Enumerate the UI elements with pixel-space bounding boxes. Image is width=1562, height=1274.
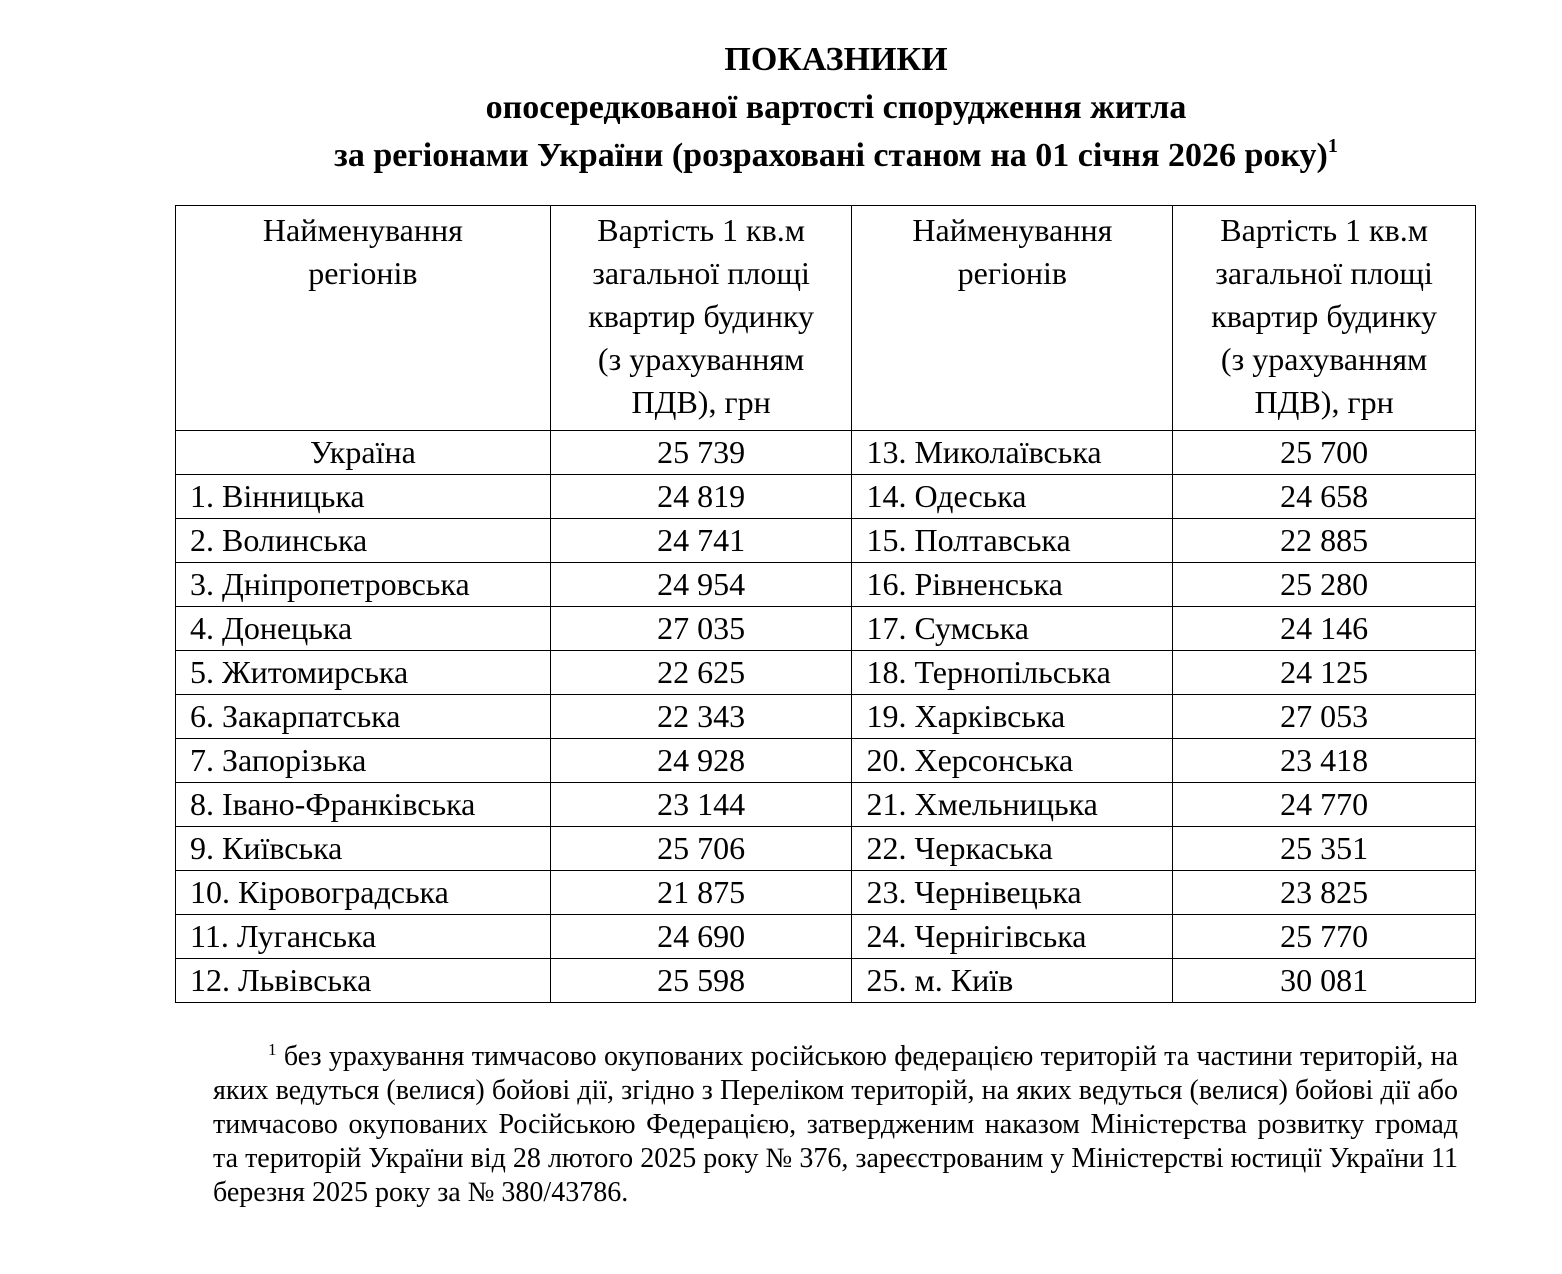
header-line: Вартість 1 кв.м [1220,212,1428,248]
cost-cell: 27 053 [1172,694,1476,739]
region-cell: 5. Житомирська [175,650,551,695]
title-line: ПОКАЗНИКИ [724,41,948,78]
header-line: ПДВ), грн [1254,384,1394,420]
header-cell: Вартість 1 кв.м загальної площі квартир бу… [1172,205,1476,431]
region-cell: 17. Сумська [851,606,1174,651]
cost-cell: 25 739 [549,430,853,475]
header-line: Найменування [912,212,1113,248]
cost-cell: 24 690 [549,914,853,959]
cost-cell: 30 081 [1172,958,1476,1003]
region-cell: 12. Львівська [175,958,551,1003]
region-cell: 22. Черкаська [851,826,1174,871]
table-row: 1. Вінницька 24 819 14. Одеська 24 658 [175,474,1476,519]
table-row: Україна 25 739 13. Миколаївська 25 700 [175,430,1476,475]
region-cell: 8. Івано-Франківська [175,782,551,827]
cost-cell: 22 885 [1172,518,1476,563]
header-line: загальної площі [1215,255,1433,291]
cost-cell: 25 706 [549,826,853,871]
cost-cell: 24 741 [549,518,853,563]
header-cell: Найменування регіонів [851,205,1174,431]
header-line: ПДВ), грн [631,384,771,420]
title-line: за регіонами України (розраховані станом… [0,132,1562,180]
cost-cell: 22 625 [549,650,853,695]
table: Найменування регіонів Вартість 1 кв.м загал… [175,205,1476,1003]
title-superscript: 1 [1327,135,1338,157]
cost-cell: 21 875 [549,870,853,915]
table-row: 4. Донецька 27 035 17. Сумська 24 146 [175,606,1476,651]
footnote: 1 без урахування тимчасово окупованих ро… [213,1040,1458,1210]
footnote-text: без урахування тимчасово окупованих росі… [213,1041,1458,1208]
header-line: Найменування [262,212,463,248]
region-cell: 14. Одеська [851,474,1174,519]
region-cell: 10. Кіровоградська [175,870,551,915]
region-cell: Україна [175,430,551,475]
header-line: квартир будинку [588,298,814,334]
footnote-marker: 1 [268,1040,277,1059]
cost-cell: 23 144 [549,782,853,827]
cost-cell: 23 418 [1172,738,1476,783]
table-row: 5. Житомирська 22 625 18. Тернопільська 24 … [175,650,1476,695]
header-line: квартир будинку [1211,298,1437,334]
header-line: (з урахуванням [597,341,805,377]
region-cell: 18. Тернопільська [851,650,1174,695]
region-cell: 23. Чернівецька [851,870,1174,915]
region-cell: 21. Хмельницька [851,782,1174,827]
header-line: загальної площі [592,255,810,291]
title: ПОКАЗНИКИ опосередкованої вартості спору… [0,36,1562,180]
cost-cell: 24 770 [1172,782,1476,827]
cost-cell: 24 658 [1172,474,1476,519]
cost-cell: 22 343 [549,694,853,739]
header-cell: Найменування регіонів [175,205,551,431]
cost-cell: 27 035 [549,606,853,651]
header-line: (з урахуванням [1220,341,1428,377]
table-body: Україна 25 739 13. Миколаївська 25 700 1. Ві… [175,430,1476,1003]
region-cell: 4. Донецька [175,606,551,651]
table-row: 7. Запорізька 24 928 20. Херсонська 23 418 [175,738,1476,783]
region-cell: 13. Миколаївська [851,430,1174,475]
cost-cell: 24 819 [549,474,853,519]
region-cell: 1. Вінницька [175,474,551,519]
region-cell: 3. Дніпропетровська [175,562,551,607]
region-cell: 11. Луганська [175,914,551,959]
cost-cell: 25 598 [549,958,853,1003]
table-row: 9. Київська 25 706 22. Черкаська 25 351 [175,826,1476,871]
table-row: 6. Закарпатська 22 343 19. Харківська 27 05… [175,694,1476,739]
region-cell: 6. Закарпатська [175,694,551,739]
region-cell: 9. Київська [175,826,551,871]
cost-cell: 24 928 [549,738,853,783]
region-cell: 20. Херсонська [851,738,1174,783]
title-line: опосередкованої вартості спорудження жит… [485,89,1187,126]
cost-cell: 23 825 [1172,870,1476,915]
region-cell: 24. Чернігівська [851,914,1174,959]
header-cell: Вартість 1 кв.м загальної площі квартир бу… [549,205,853,431]
cost-cell: 25 280 [1172,562,1476,607]
header-line: регіонів [308,255,418,291]
table-row: 3. Дніпропетровська 24 954 16. Рівненська 2… [175,562,1476,607]
table-row: 8. Івано-Франківська 23 144 21. Хмельницьк… [175,782,1476,827]
region-cell: 25. м. Київ [851,958,1174,1003]
cost-cell: 24 954 [549,562,853,607]
cost-cell: 25 770 [1172,914,1476,959]
header-line: регіонів [957,255,1068,291]
region-cell: 2. Волинська [175,518,551,563]
region-cell: 19. Харківська [851,694,1174,739]
cost-cell: 24 146 [1172,606,1476,651]
table-row: 11. Луганська 24 690 24. Чернігівська 25 77… [175,914,1476,959]
table-row: 2. Волинська 24 741 15. Полтавська 22 885 [175,518,1476,563]
cost-cell: 25 700 [1172,430,1476,475]
region-cell: 7. Запорізька [175,738,551,783]
table-row: 10. Кіровоградська 21 875 23. Чернівецька 2… [175,870,1476,915]
header-line: Вартість 1 кв.м [597,212,805,248]
header-row: Найменування регіонів Вартість 1 кв.м загал… [175,205,1476,431]
cost-cell: 24 125 [1172,650,1476,695]
region-cell: 15. Полтавська [851,518,1174,563]
region-cell: 16. Рівненська [851,562,1174,607]
cost-cell: 25 351 [1172,826,1476,871]
title-line-text: за регіонами України (розраховані станом… [334,137,1328,174]
table-row: 12. Львівська 25 598 25. м. Київ 30 081 [175,958,1476,1003]
